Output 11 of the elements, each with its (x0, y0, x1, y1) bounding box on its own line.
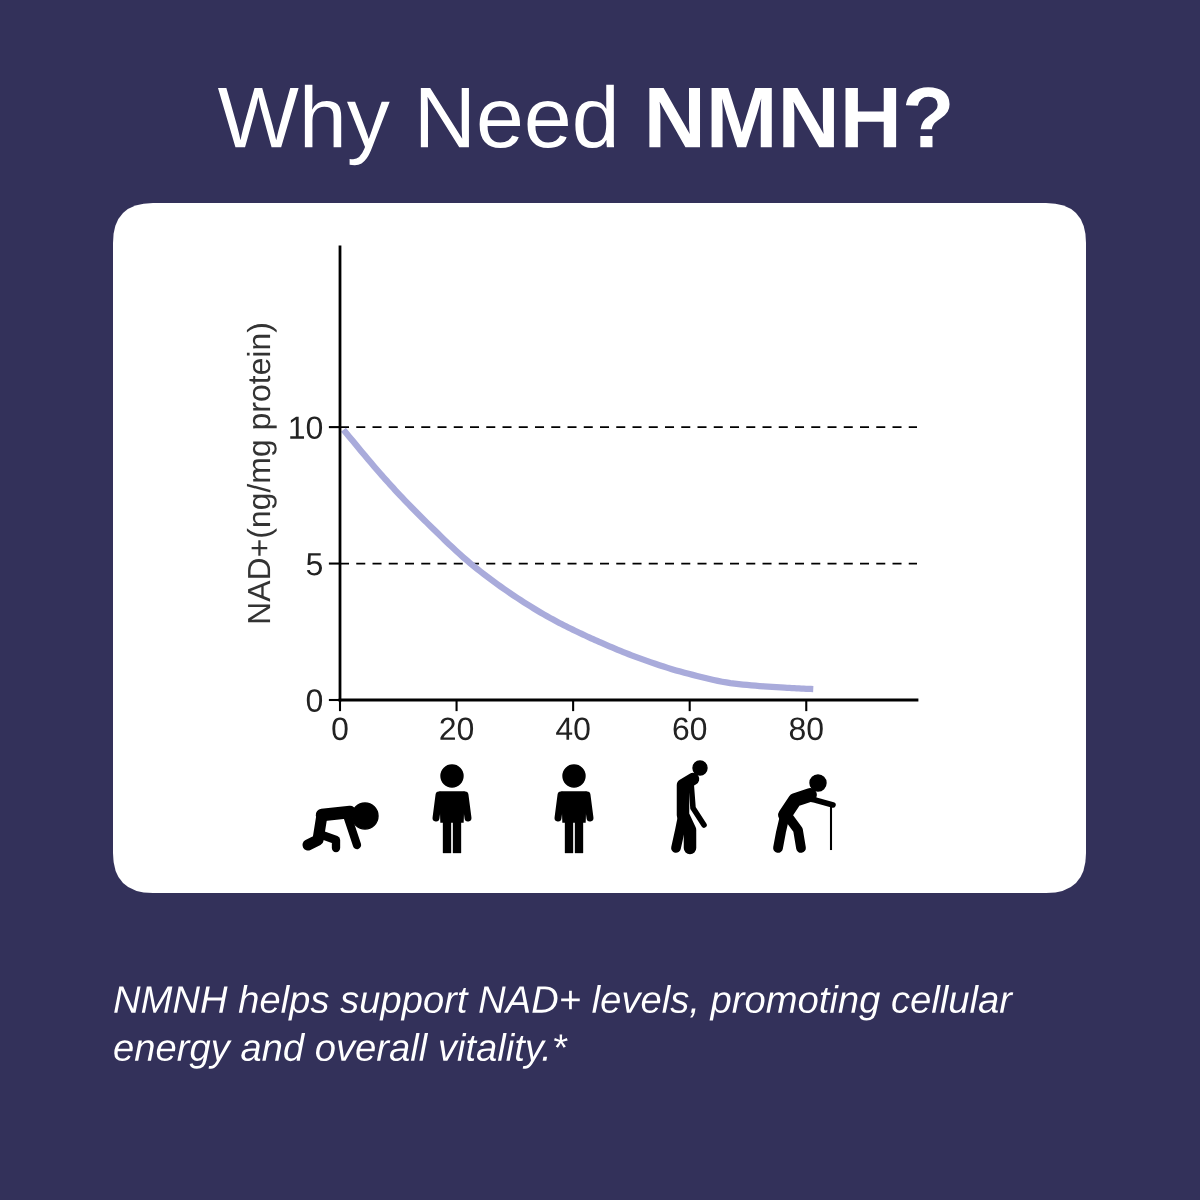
x-tick-label: 0 (332, 717, 348, 741)
y-tick-label: 5 (306, 553, 322, 576)
chart-title: Why Need NMNH? (218, 84, 950, 166)
y-tick-label: 10 (290, 416, 323, 439)
x-tick-label: 40 (556, 717, 590, 741)
x-tick-label: 20 (440, 717, 474, 741)
text: NMNH helps support NAD+ levels, promoting cellular energy and overall vitality.* (114, 985, 1014, 1069)
x-tick-label: 60 (673, 717, 707, 741)
y-tick-label: 0 (306, 689, 323, 712)
x-tick-label: 80 (789, 717, 823, 741)
y-axis-title: NAD+(ng/mg protein) (246, 324, 277, 623)
